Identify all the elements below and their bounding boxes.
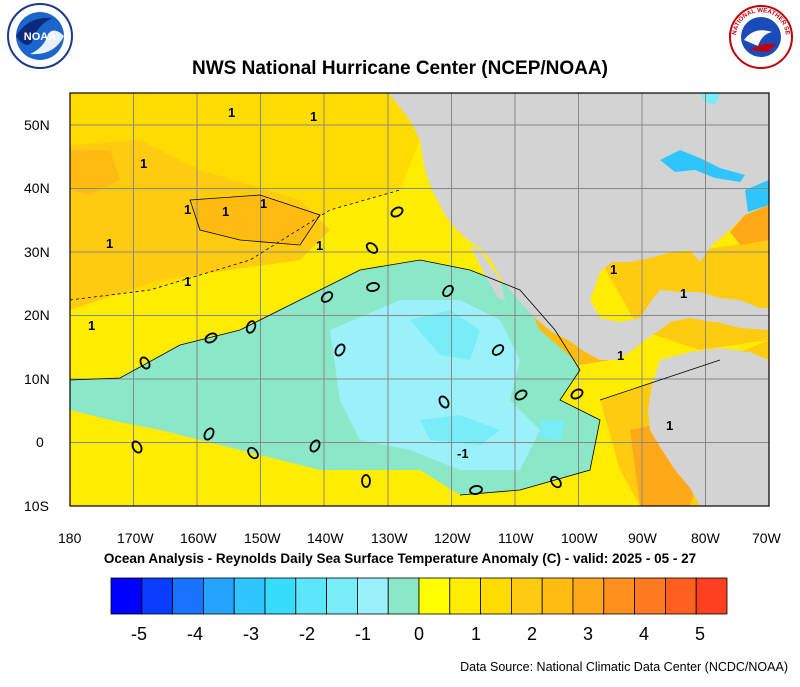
warm-anomaly-atlantic <box>730 205 769 245</box>
x-tick-label: 80W <box>691 530 720 546</box>
contour-label: 1 <box>666 418 673 433</box>
contour-label: 1 <box>222 204 229 219</box>
legend-tick-label: 5 <box>695 624 706 644</box>
x-tick-label: 140W <box>307 530 344 546</box>
y-tick-label: 20N <box>24 307 50 323</box>
y-tick-label: 50N <box>24 117 50 133</box>
great-lakes <box>660 150 745 182</box>
svg-text:NOAA: NOAA <box>24 31 56 43</box>
x-tick-label: 110W <box>498 530 534 546</box>
x-tick-label: 100W <box>561 530 598 546</box>
data-source: Data Source: National Climatic Data Cent… <box>460 660 788 674</box>
y-tick-label: 30N <box>24 244 50 260</box>
page-title: NWS National Hurricane Center (NCEP/NOAA… <box>192 58 608 79</box>
contour-label: 1 <box>310 109 317 124</box>
land-baja <box>470 245 505 300</box>
contour-label: 1 <box>228 105 235 120</box>
lat-lon-grid <box>70 93 769 506</box>
contour-label: -1 <box>457 446 469 461</box>
legend-tick-label: 0 <box>414 624 425 644</box>
land-south-america <box>648 348 769 506</box>
contour-label: 1 <box>316 238 323 253</box>
contour-label: 1 <box>260 196 267 211</box>
y-tick-label: 10N <box>24 371 50 387</box>
x-tick-label: 90W <box>628 530 657 546</box>
zero-contour-markers <box>131 206 584 495</box>
contour-label-group: 1 1 1 1 1 1 1 1 -1 1 1 1 1 1 1 <box>88 105 687 461</box>
contour-lines <box>70 189 721 496</box>
contour-label: 1 <box>106 236 113 251</box>
legend-tick-label: 3 <box>583 624 594 644</box>
contour-label: 1 <box>680 286 687 301</box>
nws-logo: NATIONAL WEATHER SERVICE <box>726 0 794 70</box>
land-cuba <box>690 312 745 322</box>
legend-tick-label: -4 <box>187 624 204 644</box>
map-frame <box>69 92 770 507</box>
x-tick-label: 150W <box>244 530 281 546</box>
legend-tick-label: 2 <box>527 624 538 644</box>
warm-anomaly-west <box>70 150 120 195</box>
y-tick-label: 40N <box>24 180 50 196</box>
y-tick-label: 0 <box>36 434 44 450</box>
x-tick-label: 180 <box>58 530 82 546</box>
contour-label: 1 <box>184 202 191 217</box>
legend-tick-label: -3 <box>243 624 260 644</box>
y-tick-label: 10S <box>24 498 49 514</box>
contour-label: 1 <box>140 156 147 171</box>
legend-tick-label: -5 <box>131 624 148 644</box>
legend-tick-label: 1 <box>471 624 482 644</box>
legend-tick-label: -1 <box>355 624 372 644</box>
contour-label: 1 <box>184 274 191 289</box>
x-tick-label: 160W <box>180 530 217 546</box>
x-tick-label: 170W <box>117 530 154 546</box>
contour-label: 1 <box>617 348 624 363</box>
legend-tick-label: 4 <box>639 624 650 644</box>
coolest-anomaly-patches <box>410 310 565 445</box>
x-tick-label: 70W <box>752 530 781 546</box>
x-tick-label: 120W <box>434 530 471 546</box>
legend-tick-label: -2 <box>299 624 316 644</box>
warm-anomaly-core <box>190 195 320 245</box>
map-caption: Ocean Analysis - Reynolds Daily Sea Surf… <box>103 551 697 566</box>
x-tick-label: 130W <box>371 530 408 546</box>
contour-label: 1 <box>88 318 95 333</box>
contour-label: 1 <box>610 262 617 277</box>
noaa-logo: NOAA <box>6 2 74 70</box>
